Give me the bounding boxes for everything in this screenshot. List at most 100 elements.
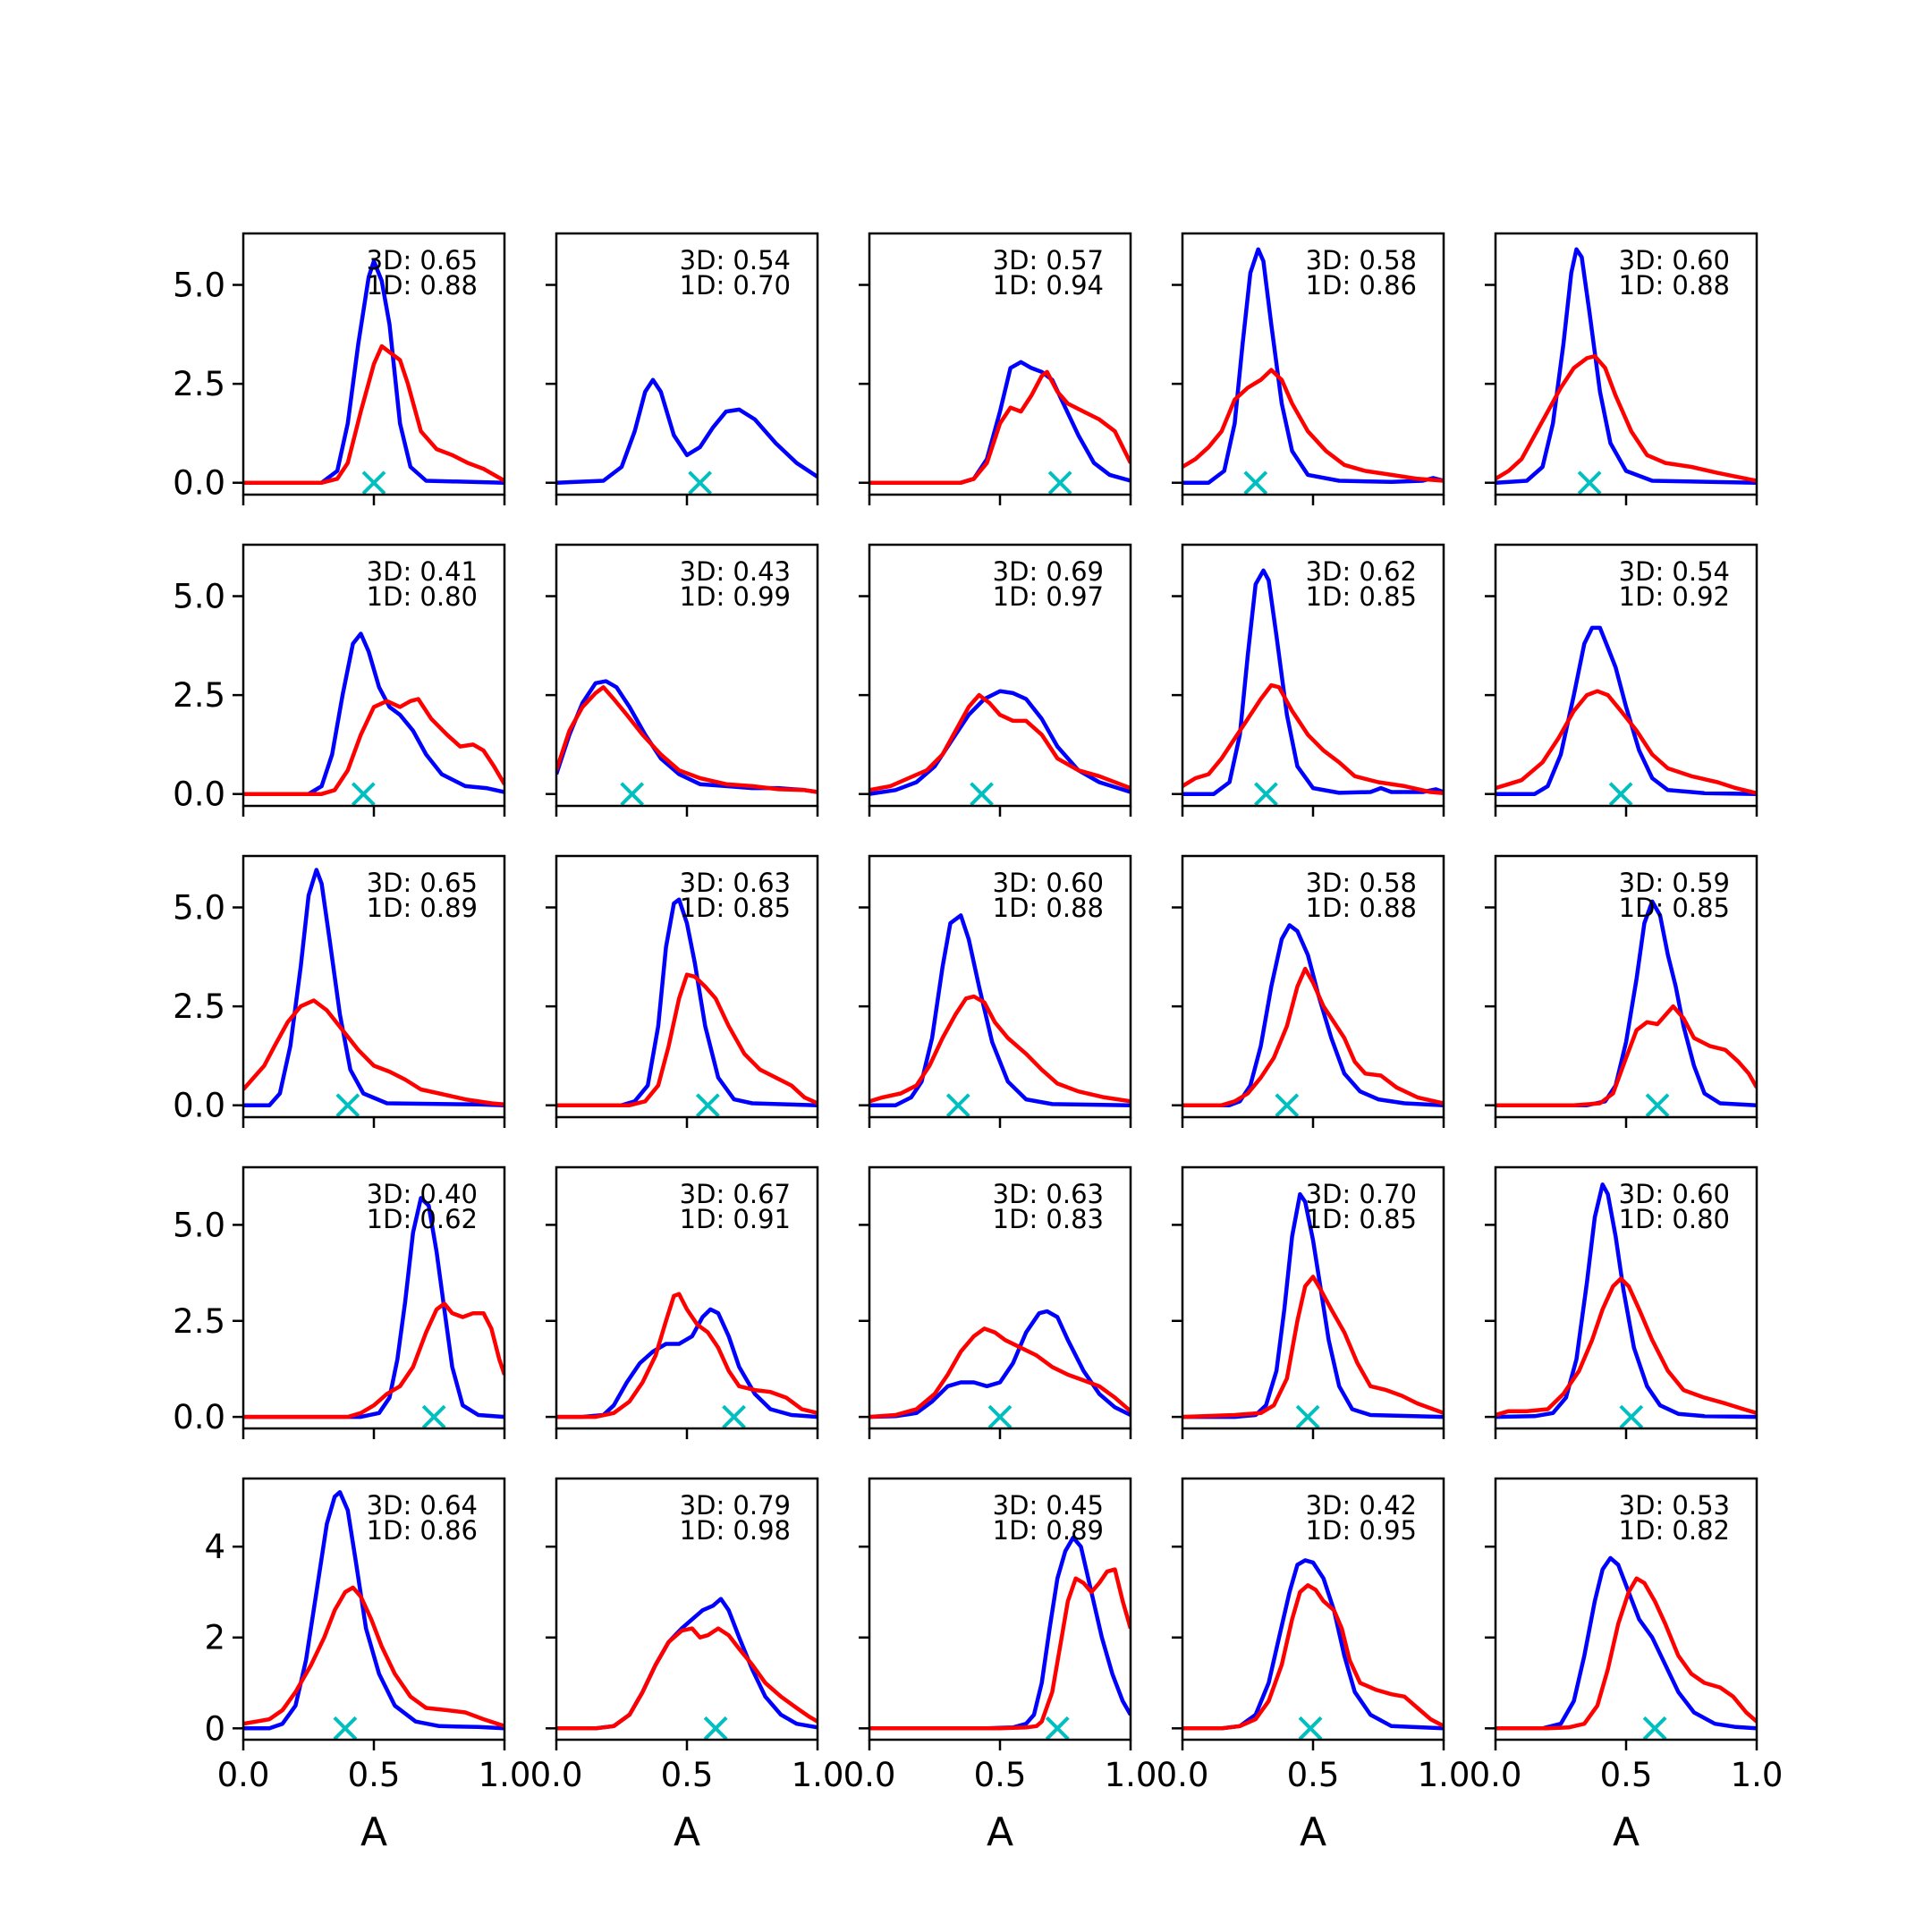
x-tick-label: 0.5 <box>1600 1756 1653 1794</box>
annotation-1d-score: 1D: 0.85 <box>1306 1204 1417 1234</box>
red-density-line <box>243 697 504 796</box>
marker-stroke <box>703 1716 728 1741</box>
annotation-3d-score: 3D: 0.65 <box>367 245 478 275</box>
marker-stroke <box>1047 470 1072 496</box>
annotation-3d-score: 3D: 0.41 <box>367 556 478 587</box>
blue-density-line <box>869 689 1131 796</box>
x-tick-label: 1.0 <box>792 1756 844 1794</box>
x-tick-label: 1.0 <box>1105 1756 1157 1794</box>
x-tick-label: 0.5 <box>1287 1756 1340 1794</box>
subplot-curves <box>243 258 504 485</box>
annotation-3d-score: 3D: 0.63 <box>993 1179 1104 1209</box>
blue-density-line <box>243 258 504 485</box>
red-density-line <box>869 369 1131 485</box>
subplot-curves <box>869 360 1131 485</box>
annotation-3d-score: 3D: 0.45 <box>993 1490 1104 1521</box>
blue-density-line <box>1496 1182 1757 1419</box>
true-value-marker <box>1608 782 1633 807</box>
red-density-line <box>243 1585 504 1728</box>
x-axis-label: A <box>360 1809 387 1855</box>
true-value-marker <box>695 1093 720 1118</box>
red-density-line <box>1496 689 1757 795</box>
red-density-line <box>556 1292 818 1419</box>
annotation-1d-score: 1D: 0.80 <box>367 581 478 612</box>
red-density-line <box>869 994 1131 1104</box>
red-density-line <box>869 692 1131 792</box>
annotation-1d-score: 1D: 0.85 <box>1619 893 1730 923</box>
marker-stroke <box>1608 782 1633 807</box>
x-tick-label: 0.0 <box>530 1756 583 1794</box>
marker-stroke <box>688 470 713 496</box>
marker-stroke <box>1295 1404 1320 1429</box>
y-tick-label: 0.0 <box>173 464 225 503</box>
annotation-1d-score: 1D: 0.94 <box>993 270 1104 301</box>
x-tick-label: 0.0 <box>217 1756 270 1794</box>
true-value-marker <box>1577 470 1602 496</box>
subplot-curves <box>1496 899 1757 1107</box>
true-value-marker <box>1243 470 1268 496</box>
y-tick-label: 2 <box>204 1619 225 1657</box>
annotation-3d-score: 3D: 0.58 <box>1306 245 1417 275</box>
x-tick-label: 0.0 <box>843 1756 896 1794</box>
x-tick-label: 0.5 <box>661 1756 714 1794</box>
true-value-marker <box>1645 1093 1670 1118</box>
marker-stroke <box>333 1716 358 1741</box>
blue-density-line <box>1182 1191 1444 1419</box>
annotation-1d-score: 1D: 0.95 <box>1306 1515 1417 1546</box>
blue-density-line <box>1496 625 1757 796</box>
annotation-3d-score: 3D: 0.60 <box>993 868 1104 898</box>
annotation-1d-score: 1D: 0.88 <box>1306 893 1417 923</box>
marker-stroke <box>987 1404 1013 1429</box>
red-density-line <box>1496 1004 1757 1107</box>
annotation-3d-score: 3D: 0.42 <box>1306 1490 1417 1521</box>
red-density-line <box>556 972 818 1107</box>
subplot-curves <box>556 1597 818 1731</box>
annotation-3d-score: 3D: 0.59 <box>1619 868 1730 898</box>
x-tick-label: 0.5 <box>348 1756 401 1794</box>
true-value-marker <box>1045 1716 1070 1741</box>
subplot-curves <box>869 1309 1131 1419</box>
true-value-marker <box>1619 1404 1644 1429</box>
subplot-curves <box>243 868 504 1107</box>
true-value-marker <box>421 1404 446 1429</box>
red-density-line <box>1496 1276 1757 1418</box>
marker-stroke <box>1577 470 1602 496</box>
marker-stroke <box>351 782 376 807</box>
marker-stroke <box>945 1093 970 1118</box>
true-value-marker <box>987 1404 1013 1429</box>
annotation-3d-score: 3D: 0.53 <box>1619 1490 1730 1521</box>
annotation-3d-score: 3D: 0.65 <box>367 868 478 898</box>
annotation-3d-score: 3D: 0.54 <box>1619 556 1730 587</box>
subplot-curves <box>869 689 1131 796</box>
red-density-line <box>1182 1583 1444 1731</box>
x-axis-label: A <box>987 1809 1013 1855</box>
annotation-1d-score: 1D: 0.83 <box>993 1204 1104 1234</box>
annotation-1d-score: 1D: 0.88 <box>1619 270 1730 301</box>
subplot-curves <box>1182 923 1444 1107</box>
true-value-marker <box>361 470 386 496</box>
subplot-curves <box>1182 1191 1444 1419</box>
annotation-1d-score: 1D: 0.86 <box>1306 270 1417 301</box>
x-tick-label: 0.0 <box>1157 1756 1209 1794</box>
true-value-marker <box>1254 782 1278 807</box>
blue-density-line <box>1182 568 1444 796</box>
blue-density-line <box>556 1307 818 1419</box>
annotation-3d-score: 3D: 0.70 <box>1306 1179 1417 1209</box>
marker-stroke <box>620 782 645 807</box>
annotation-3d-score: 3D: 0.43 <box>680 556 791 587</box>
marker-stroke <box>1645 1093 1670 1118</box>
y-tick-label: 0 <box>204 1709 225 1748</box>
